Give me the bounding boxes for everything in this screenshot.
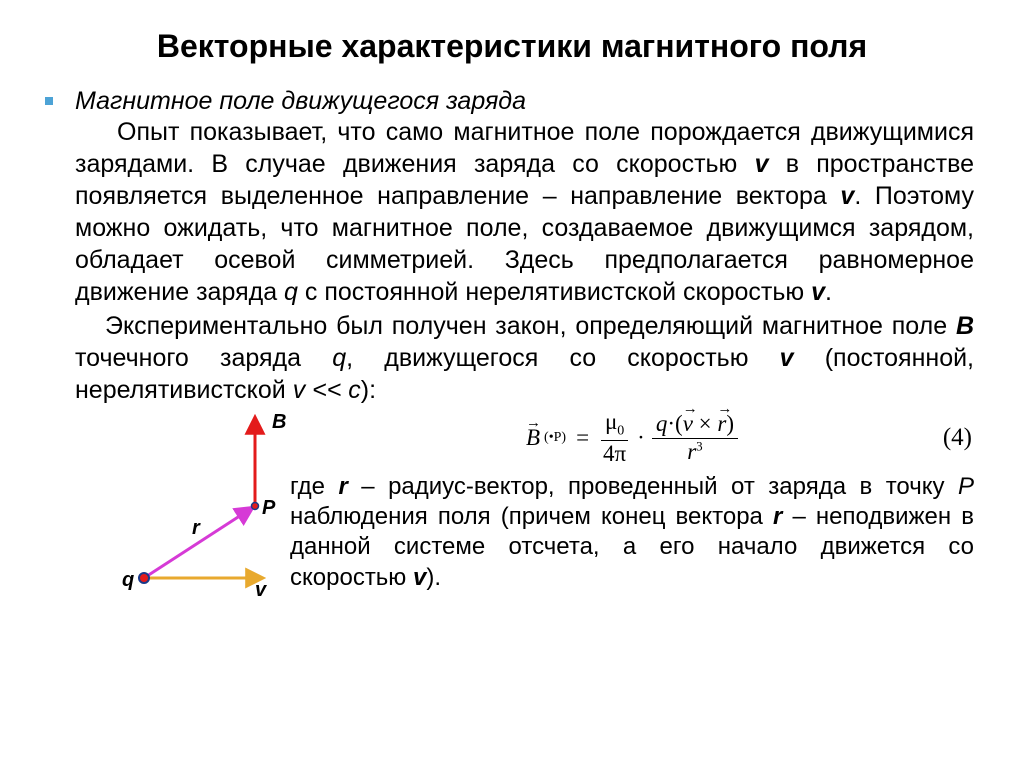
var-P: P (958, 473, 974, 500)
equation-number: (4) (943, 424, 972, 452)
var-vc: v << c (293, 376, 361, 404)
text: ). (426, 564, 441, 591)
vec-B: →B (526, 425, 540, 451)
explanation-text: где r – радиус-вектор, проведенный от за… (290, 472, 974, 593)
label-B: B (272, 411, 286, 433)
slide-content: Векторные характеристики магнитного поля… (0, 0, 1024, 613)
var-r: r (338, 473, 347, 500)
text: наблюдения поля (причем конец вектора (290, 503, 773, 530)
text: , движущегося со скоростью (346, 344, 780, 372)
formula: →B(•P) = μ0 4π · q·(→v × →r) r3 (526, 409, 738, 467)
var-B: B (956, 312, 974, 340)
text: точечного заряда (75, 344, 332, 372)
var-v: v (755, 150, 769, 178)
text: где (290, 473, 338, 500)
text: Экспериментально был получен закон, опре… (105, 312, 956, 340)
formula-explanation-column: →B(•P) = μ0 4π · q·(→v × →r) r3 (4) (290, 410, 974, 593)
text: – радиус-вектор, проведенный от заряда в… (348, 473, 958, 500)
paragraph-1: Опыт показывает, что само магнитное поле… (75, 116, 974, 308)
text: с постоянной нерелятивистской скоростью (298, 278, 811, 306)
var-v: v (413, 564, 426, 591)
var-v: v (840, 182, 854, 210)
bullet-item: Магнитное поле движущегося заряда (45, 87, 974, 116)
var-q: q (332, 344, 346, 372)
var-q: q (284, 278, 298, 306)
diagram-column: B P r q v (50, 410, 290, 593)
formula-row: →B(•P) = μ0 4π · q·(→v × →r) r3 (4) (290, 410, 974, 466)
var-r: r (773, 503, 782, 530)
sub-P: (•P) (544, 430, 566, 446)
text: ): (361, 376, 376, 404)
equals: = (570, 425, 595, 451)
frac-mu: μ0 4π (599, 409, 630, 467)
label-q: q (122, 569, 134, 591)
charge-point (139, 573, 149, 583)
label-P: P (262, 497, 276, 519)
dot: · (634, 425, 648, 451)
subtitle: Магнитное поле движущегося заряда (75, 87, 526, 116)
bullet-icon (45, 97, 53, 105)
label-r: r (192, 517, 201, 539)
frac-main: q·(→v × →r) r3 (652, 411, 738, 465)
text: . (825, 278, 832, 306)
slide-title: Векторные характеристики магнитного поля (50, 28, 974, 65)
var-v: v (811, 278, 825, 306)
vector-diagram: B P r q v (40, 406, 290, 606)
diagram-formula-row: B P r q v →B(•P) = μ0 4π · (50, 410, 974, 593)
point-P (252, 503, 259, 510)
label-v: v (255, 579, 268, 601)
var-v: v (780, 344, 794, 372)
paragraph-2: Экспериментально был получен закон, опре… (75, 310, 974, 406)
